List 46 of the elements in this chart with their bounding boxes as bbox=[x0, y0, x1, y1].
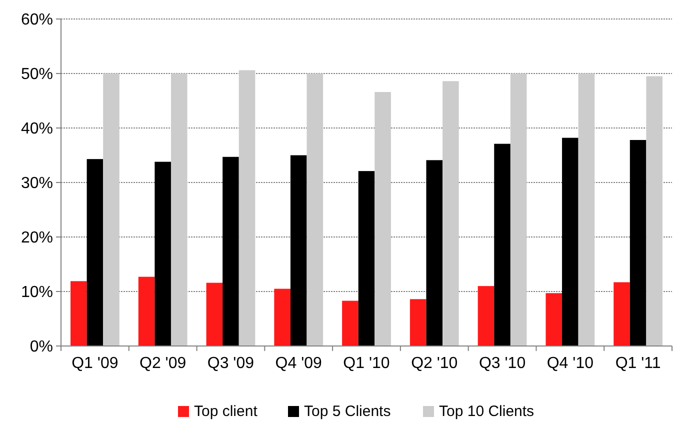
bar bbox=[494, 144, 510, 346]
x-tick-label: Q2 '10 bbox=[411, 355, 458, 372]
bar bbox=[238, 70, 256, 346]
bar bbox=[358, 171, 375, 346]
bar bbox=[442, 81, 459, 346]
bar bbox=[510, 74, 527, 346]
legend-label: Top 5 Clients bbox=[304, 403, 391, 420]
x-tick-label: Q3 '10 bbox=[478, 355, 526, 372]
bar bbox=[426, 160, 443, 346]
y-tick-label: 10% bbox=[20, 284, 53, 302]
bar bbox=[154, 162, 171, 346]
bar bbox=[578, 74, 595, 346]
bar bbox=[138, 276, 155, 346]
bar bbox=[342, 300, 358, 346]
x-tick-label: Q1 '09 bbox=[72, 355, 118, 372]
bar bbox=[614, 282, 630, 346]
x-tick-label: Q4 '10 bbox=[546, 355, 594, 372]
bar bbox=[222, 156, 239, 346]
bar bbox=[374, 92, 391, 346]
legend-label: Top 10 Clients bbox=[439, 403, 534, 420]
bar bbox=[646, 76, 662, 346]
bar bbox=[630, 140, 646, 346]
bar bbox=[290, 155, 307, 346]
y-tick-label: 60% bbox=[20, 12, 53, 29]
x-tick-label: Q1 '10 bbox=[343, 355, 390, 372]
x-tick-label: Q4 '09 bbox=[275, 355, 322, 372]
x-tick-label: Q1 '11 bbox=[615, 355, 661, 372]
bar bbox=[70, 281, 87, 346]
y-tick-label: 0% bbox=[30, 338, 53, 356]
bar bbox=[170, 74, 188, 346]
bar bbox=[103, 74, 120, 346]
y-tick-label: 50% bbox=[20, 66, 53, 84]
bar bbox=[546, 293, 562, 346]
y-tick-label: 30% bbox=[20, 175, 53, 192]
bar bbox=[206, 282, 223, 346]
bar bbox=[410, 299, 426, 346]
bar bbox=[306, 74, 324, 346]
x-tick-label: Q3 '09 bbox=[207, 355, 254, 372]
y-tick-label: 20% bbox=[20, 230, 53, 247]
bar bbox=[562, 138, 578, 346]
legend-label: Top client bbox=[194, 403, 258, 420]
bar bbox=[86, 159, 104, 346]
y-tick-label: 40% bbox=[20, 120, 53, 138]
bar bbox=[478, 286, 494, 346]
x-tick-label: Q2 '09 bbox=[140, 355, 186, 372]
bar bbox=[274, 288, 290, 346]
